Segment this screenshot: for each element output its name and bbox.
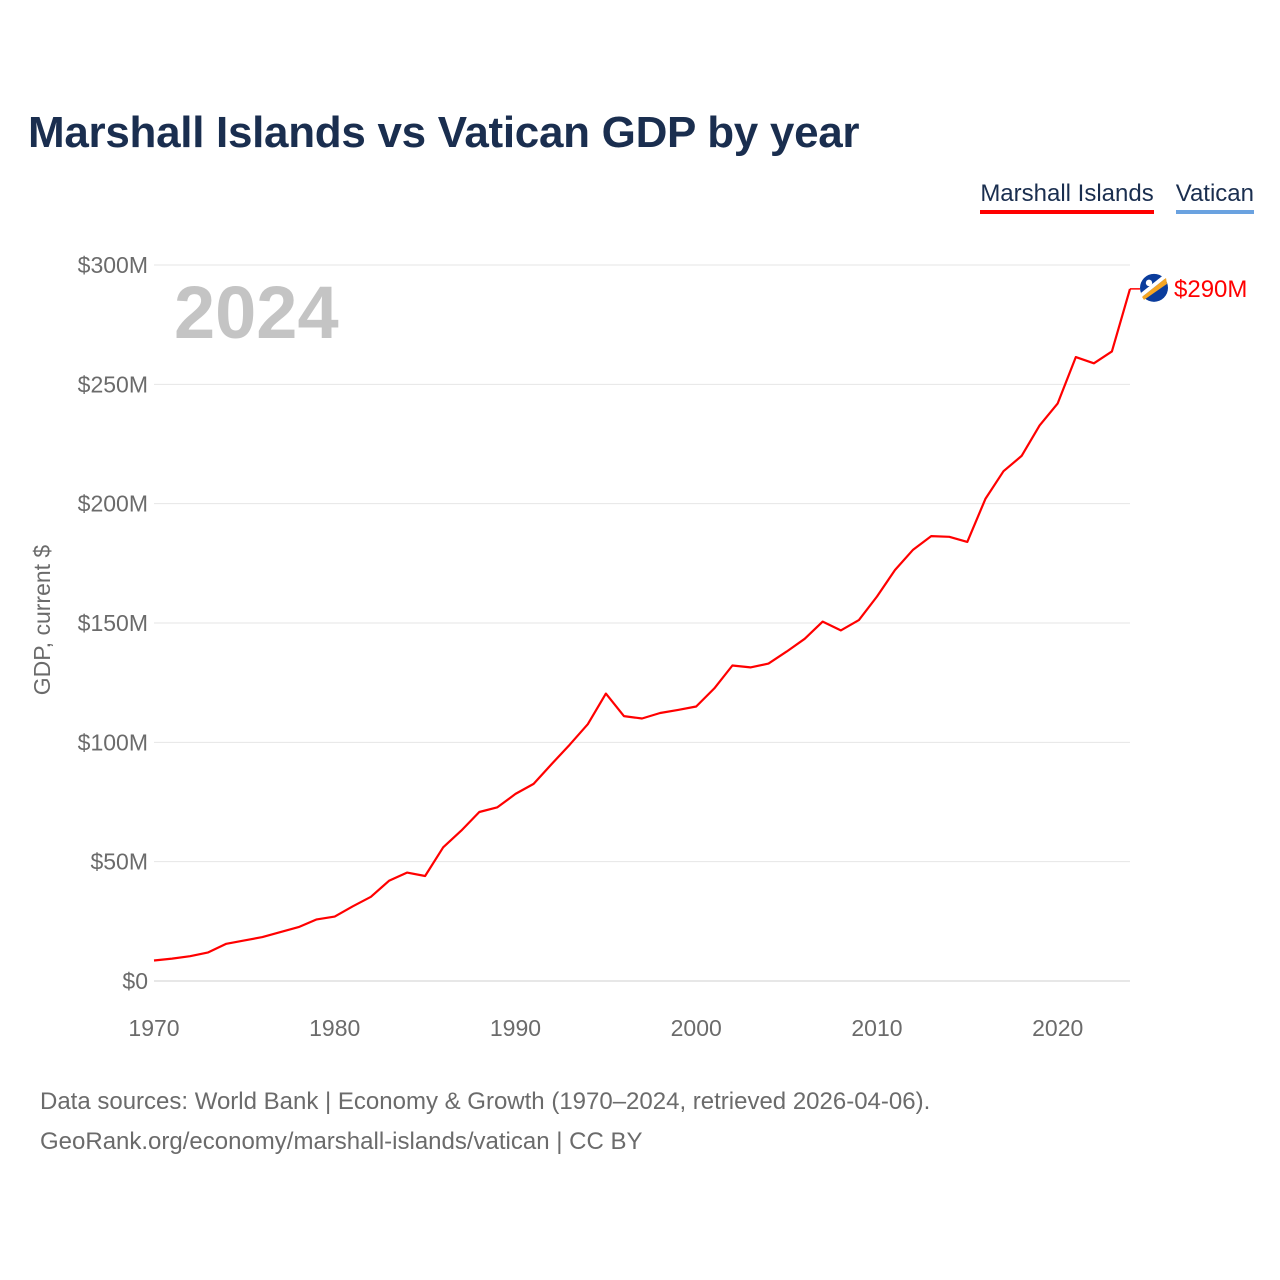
x-tick-label: 2020	[1032, 1015, 1083, 1041]
y-tick-label: $150M	[78, 610, 148, 636]
year-watermark: 2024	[174, 271, 339, 354]
end-value-label: $290M	[1174, 276, 1247, 303]
series-line-marshall-islands	[153, 288, 1132, 962]
series-layer	[153, 288, 1132, 962]
y-tick-label: $100M	[78, 729, 148, 755]
legend-item-vatican[interactable]: Vatican	[1175, 180, 1254, 214]
legend: Marshall Islands Vatican	[980, 180, 1254, 214]
y-tick-label: $200M	[78, 491, 148, 517]
chart-title: Marshall Islands vs Vatican GDP by year	[28, 108, 860, 157]
source-link[interactable]: GeoRank.org/economy/marshall-islands/vat…	[40, 1128, 643, 1155]
x-tick-label: 1970	[128, 1015, 179, 1041]
legend-item-marshall-islands[interactable]: Marshall Islands	[980, 180, 1154, 214]
y-tick-label: $0	[122, 968, 148, 994]
marshall-islands-flag-icon	[1140, 273, 1168, 302]
x-tick-label: 1990	[490, 1015, 541, 1041]
gridlines	[154, 264, 1130, 982]
source-note: Data sources: World Bank | Economy & Gro…	[40, 1082, 930, 1162]
y-axis-label: GDP, current $	[29, 545, 55, 696]
end-marker: $290M	[1130, 273, 1247, 303]
y-tick-label: $300M	[78, 252, 148, 278]
y-tick-label: $250M	[78, 371, 148, 397]
source-line-1: Data sources: World Bank | Economy & Gro…	[40, 1088, 931, 1115]
x-tick-label: 2010	[851, 1015, 902, 1041]
x-tick-label: 1980	[309, 1015, 360, 1041]
y-tick-label: $50M	[90, 849, 148, 875]
x-tick-label: 2000	[671, 1015, 722, 1041]
x-axis-ticks: 1970 1980 1990 2000 2010 2020	[128, 1015, 1083, 1041]
y-axis-ticks: $0 $50M $100M $150M $200M $250M $300M	[78, 252, 148, 994]
